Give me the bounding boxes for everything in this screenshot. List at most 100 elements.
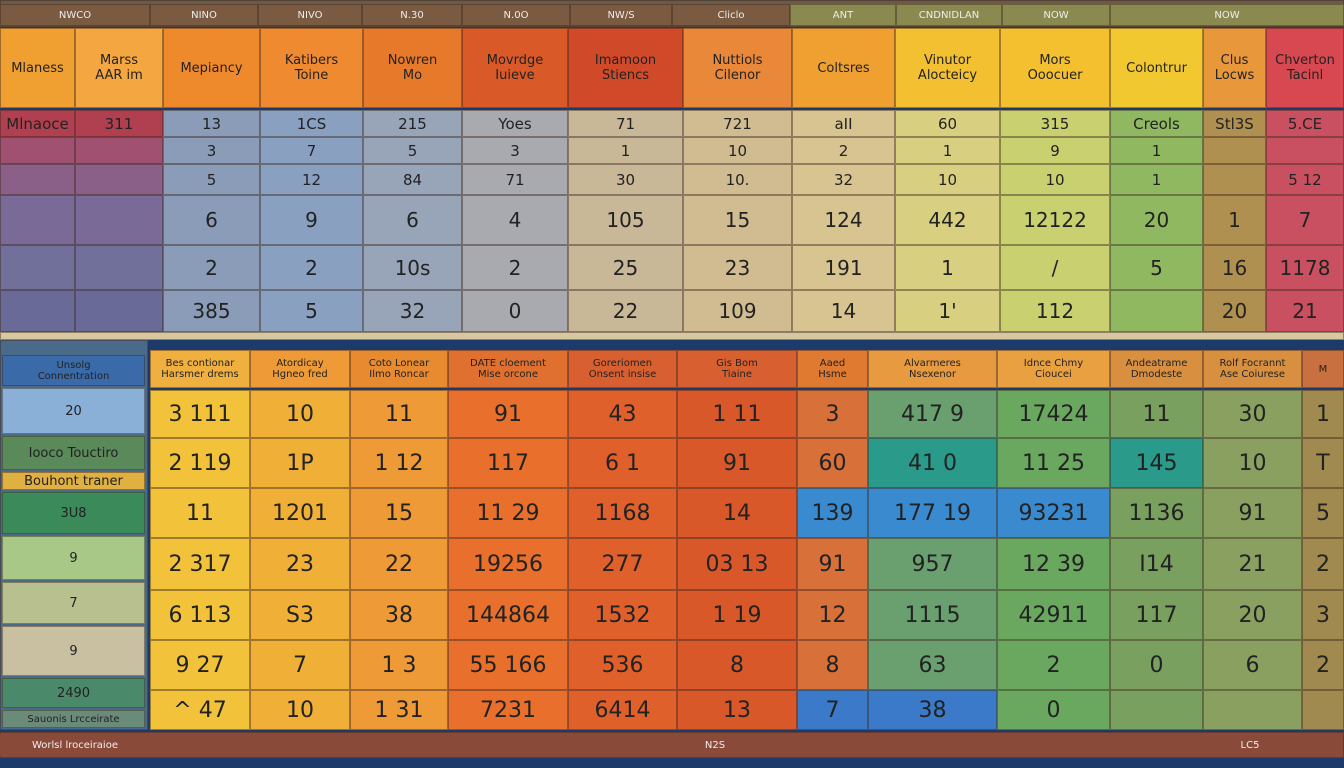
table-cell	[1110, 290, 1203, 332]
table-cell: 25	[568, 245, 683, 290]
table-cell: 1	[895, 245, 1000, 290]
table-cell: 32	[363, 290, 462, 332]
table-cell: T	[1302, 438, 1344, 488]
table-cell: 12	[797, 590, 868, 640]
table-cell: 84	[363, 164, 462, 195]
table-cell: 385	[163, 290, 260, 332]
table-cell: 8	[677, 640, 797, 690]
table-cell: 277	[568, 538, 677, 590]
table-cell: 5	[363, 137, 462, 164]
table-cell: 38	[350, 590, 448, 640]
table-cell: 30	[568, 164, 683, 195]
strip-label: CNDNIDLAN	[896, 4, 1002, 26]
table-cell: 721	[683, 110, 792, 137]
table-cell: 2 119	[150, 438, 250, 488]
column-header: Vinutor Alocteicy	[895, 28, 1000, 108]
table-cell: 0	[462, 290, 568, 332]
table-cell: 9	[1000, 137, 1110, 164]
table-cell	[0, 137, 75, 164]
table-cell: 23	[683, 245, 792, 290]
table-cell: ^ 47	[150, 690, 250, 730]
table-cell: 60	[895, 110, 1000, 137]
table-cell: 3	[797, 390, 868, 438]
table-cell: 215	[363, 110, 462, 137]
table-cell: 7231	[448, 690, 568, 730]
column-header: Coltsres	[792, 28, 895, 108]
table-cell	[75, 164, 163, 195]
column-header: Coto Lonear Ilmo Roncar	[350, 350, 448, 388]
table-cell: 10	[683, 137, 792, 164]
table-cell: 7	[797, 690, 868, 730]
table-cell: 144864	[448, 590, 568, 640]
side-label: Bouhont traner	[2, 472, 145, 490]
table-cell: 957	[868, 538, 997, 590]
table-cell: 11	[350, 390, 448, 438]
table-cell: 12	[260, 164, 363, 195]
table-cell: 417 9	[868, 390, 997, 438]
side-label: Unsolg Connentration	[2, 355, 145, 386]
side-label: 9	[2, 626, 145, 676]
table-cell: 2	[997, 640, 1110, 690]
table-cell: 9	[260, 195, 363, 245]
table-cell: 11 25	[997, 438, 1110, 488]
strip-label: ANT	[790, 4, 896, 26]
table-cell	[1203, 690, 1302, 730]
table-cell: 1P	[250, 438, 350, 488]
table-cell: 1	[895, 137, 1000, 164]
column-header: Idnce Chmy Cioucei	[997, 350, 1110, 388]
table-cell: 1 19	[677, 590, 797, 640]
table-cell: Creols	[1110, 110, 1203, 137]
table-cell: 12122	[1000, 195, 1110, 245]
table-cell: 1	[1203, 195, 1266, 245]
table-cell	[1302, 690, 1344, 730]
side-label: 2490	[2, 678, 145, 708]
table-cell: 3 111	[150, 390, 250, 438]
table-cell: 1	[1110, 164, 1203, 195]
table-cell: 442	[895, 195, 1000, 245]
table-cell	[1203, 164, 1266, 195]
table-cell: 139	[797, 488, 868, 538]
table-cell: 21	[1266, 290, 1344, 332]
table-cell: 30	[1203, 390, 1302, 438]
table-cell: 6 1	[568, 438, 677, 488]
table-cell: 315	[1000, 110, 1110, 137]
table-cell: 1136	[1110, 488, 1203, 538]
table-cell: 11 29	[448, 488, 568, 538]
table-cell: 1178	[1266, 245, 1344, 290]
table-cell: 1 11	[677, 390, 797, 438]
table-cell: 41 0	[868, 438, 997, 488]
table-cell: 3	[163, 137, 260, 164]
table-cell	[1266, 137, 1344, 164]
table-cell	[0, 290, 75, 332]
table-cell: 1CS	[260, 110, 363, 137]
table-cell: 55 166	[448, 640, 568, 690]
side-label: Sauonis Lrcceirate	[2, 710, 145, 728]
table-cell: I14	[1110, 538, 1203, 590]
strip-label: NWCO	[0, 4, 150, 26]
table-cell: 0	[997, 690, 1110, 730]
table-cell: /	[1000, 245, 1110, 290]
table-cell: Yoes	[462, 110, 568, 137]
table-cell: S3	[250, 590, 350, 640]
table-cell: 22	[350, 538, 448, 590]
table-cell: 1	[568, 137, 683, 164]
table-cell	[0, 195, 75, 245]
table-cell: 117	[448, 438, 568, 488]
table-cell: 5.CE	[1266, 110, 1344, 137]
table-cell: 311	[75, 110, 163, 137]
table-cell: 2	[462, 245, 568, 290]
table-cell: 32	[792, 164, 895, 195]
table-cell: 20	[1203, 290, 1266, 332]
table-cell: 2	[1302, 538, 1344, 590]
column-header: Colontrur	[1110, 28, 1203, 108]
column-header: Mors Ooocuer	[1000, 28, 1110, 108]
column-header: Mlaness	[0, 28, 75, 108]
side-label: 20	[2, 388, 145, 434]
table-cell: 10	[250, 690, 350, 730]
table-cell: 5	[1302, 488, 1344, 538]
table-cell: Stl3S	[1203, 110, 1266, 137]
table-cell: 60	[797, 438, 868, 488]
column-header: Nuttiols Cilenor	[683, 28, 792, 108]
column-header: Rolf Focrannt Ase Coiurese	[1203, 350, 1302, 388]
column-header: Goreriomen Onsent insise	[568, 350, 677, 388]
